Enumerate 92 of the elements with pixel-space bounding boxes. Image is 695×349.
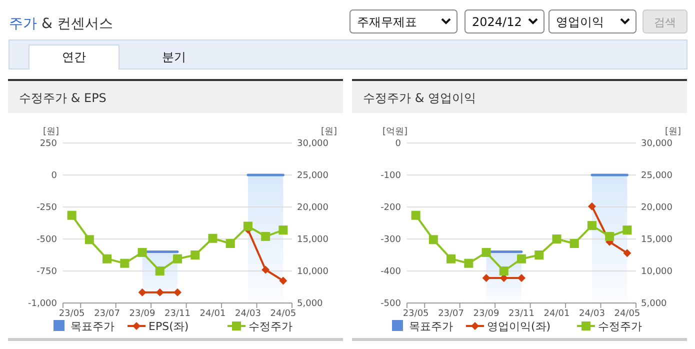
y-tick-label: -100 [380,171,402,181]
point [84,235,94,244]
x-tick-label: 23/09 [473,309,500,319]
y-tick-label: -200 [380,203,402,213]
point [173,254,182,264]
point [446,254,456,264]
x-tick-label: 24/03 [578,309,605,319]
x-tick-label: 23/11 [164,309,190,319]
point [156,288,164,296]
text: 2024/12 [472,15,522,29]
chart-title: 수정주가 & 영업이익 [363,91,476,105]
point [570,238,579,248]
y2-tick-label: 20,000 [641,203,673,213]
y-tick-label: 0 [395,139,402,149]
point [278,226,288,235]
point [226,238,235,248]
x-tick-label: 23/05 [402,309,429,319]
legend-label: 목표주가 [70,320,114,333]
y2-tick-label: 10,000 [641,267,673,277]
x-tick-label: 24/01 [200,309,226,319]
text: 연간 [62,50,86,64]
legend-label: 목표주가 [409,320,453,333]
y-tick-label: 250 [40,139,58,149]
point [552,234,562,244]
point [517,254,526,264]
y2-tick-label: 25,000 [297,171,329,181]
y-tick-label: -1,000 [28,299,58,309]
text: 영업이익 [556,15,604,29]
point [622,226,632,235]
y2-tick-label: 5,000 [641,299,668,309]
point [482,248,491,257]
x-tick-label: 24/05 [270,309,296,319]
text: 주가 & 컨센서스 [9,16,113,32]
point [155,266,164,276]
y-tick-label: -250 [36,203,58,213]
point [588,202,596,210]
point [138,248,147,257]
point [534,250,544,260]
point [279,276,288,285]
legend-label: 수정주가 [598,320,642,333]
y2-tick-label: 25,000 [641,171,673,181]
legend-label: EPS(좌) [148,320,189,333]
point [623,249,632,258]
point [482,274,490,282]
y-tick-label: -750 [36,267,58,277]
y-axis-title: [억원] [382,127,408,137]
point [499,266,508,276]
y-tick-label: -500 [36,235,58,245]
point [67,210,76,220]
point [138,288,146,296]
y-tick-label: -500 [380,299,402,309]
point [190,250,200,260]
x-tick-label: 23/07 [438,309,464,319]
y2-axis-title: [원] [320,127,337,137]
y2-tick-label: 15,000 [641,235,673,245]
text: 검색 [654,16,676,29]
y2-axis-title: [원] [664,127,681,137]
point [411,210,420,220]
y2-tick-label: 15,000 [297,235,329,245]
y2-tick-label: 20,000 [297,203,329,213]
point [464,258,474,268]
x-tick-label: 24/03 [234,309,261,319]
point [587,221,596,230]
point [428,235,438,244]
point [262,266,270,274]
legend-label: 수정주가 [248,320,292,333]
x-tick-label: 24/01 [544,309,570,319]
y-axis-title: [원] [42,127,60,137]
point [120,258,130,268]
text: 주재무제표 [357,15,417,29]
point [605,232,614,241]
y-tick-label: 0 [51,171,58,181]
x-tick-label: 24/05 [614,309,640,319]
y2-tick-label: 30,000 [297,139,329,149]
y2-tick-label: 10,000 [297,267,329,277]
point [174,288,182,296]
point [261,232,270,241]
y2-tick-label: 5,000 [297,299,324,309]
legend-label: 영업이익(좌) [487,320,551,333]
point [518,274,526,282]
x-tick-label: 23/11 [508,309,534,319]
point [243,222,252,231]
chart-title: 수정주가 & EPS [19,91,106,105]
x-tick-label: 23/05 [58,309,85,319]
point [208,234,218,243]
x-tick-label: 23/09 [129,309,156,319]
point [102,254,112,264]
y-tick-label: -400 [380,267,402,277]
y2-tick-label: 30,000 [641,139,673,149]
text: 분기 [162,50,186,64]
y-tick-label: -300 [380,235,402,245]
x-tick-label: 23/07 [94,309,120,319]
